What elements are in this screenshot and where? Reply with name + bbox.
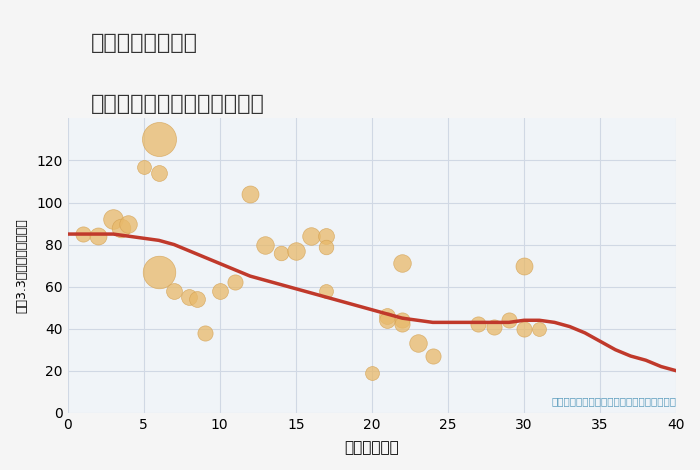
Point xyxy=(397,321,408,328)
X-axis label: 築年数（年）: 築年数（年） xyxy=(344,440,399,455)
Point xyxy=(199,329,210,337)
Point xyxy=(183,293,195,301)
Point xyxy=(427,352,438,360)
Point xyxy=(382,312,393,320)
Point xyxy=(260,241,271,248)
Point xyxy=(519,325,530,332)
Point xyxy=(153,268,164,276)
Point xyxy=(382,316,393,324)
Point xyxy=(321,287,332,295)
Point xyxy=(275,249,286,257)
Point xyxy=(116,224,127,232)
Text: 三重県伊賀市印代: 三重県伊賀市印代 xyxy=(91,33,198,53)
Point xyxy=(488,323,499,330)
Point xyxy=(503,316,514,324)
Text: 円の大きさは、取引のあった物件面積を示す: 円の大きさは、取引のあった物件面積を示す xyxy=(552,397,676,407)
Point xyxy=(153,169,164,177)
Point xyxy=(290,247,302,255)
Y-axis label: 坪（3.3㎡）単価（万円）: 坪（3.3㎡）単価（万円） xyxy=(15,218,28,313)
Point xyxy=(138,163,149,171)
Text: 築年数別中古マンション価格: 築年数別中古マンション価格 xyxy=(91,94,265,114)
Point xyxy=(153,136,164,143)
Point xyxy=(244,190,256,198)
Point xyxy=(519,262,530,269)
Point xyxy=(122,220,134,227)
Point xyxy=(533,325,545,332)
Point xyxy=(214,287,225,295)
Point xyxy=(397,260,408,267)
Point xyxy=(77,230,88,238)
Point xyxy=(321,232,332,240)
Point xyxy=(191,296,202,303)
Point xyxy=(397,316,408,324)
Point xyxy=(366,369,377,376)
Point xyxy=(473,321,484,328)
Point xyxy=(412,340,423,347)
Point xyxy=(108,216,119,223)
Point xyxy=(92,232,104,240)
Point xyxy=(230,279,241,286)
Point xyxy=(305,232,316,240)
Point xyxy=(169,287,180,295)
Point xyxy=(321,243,332,251)
